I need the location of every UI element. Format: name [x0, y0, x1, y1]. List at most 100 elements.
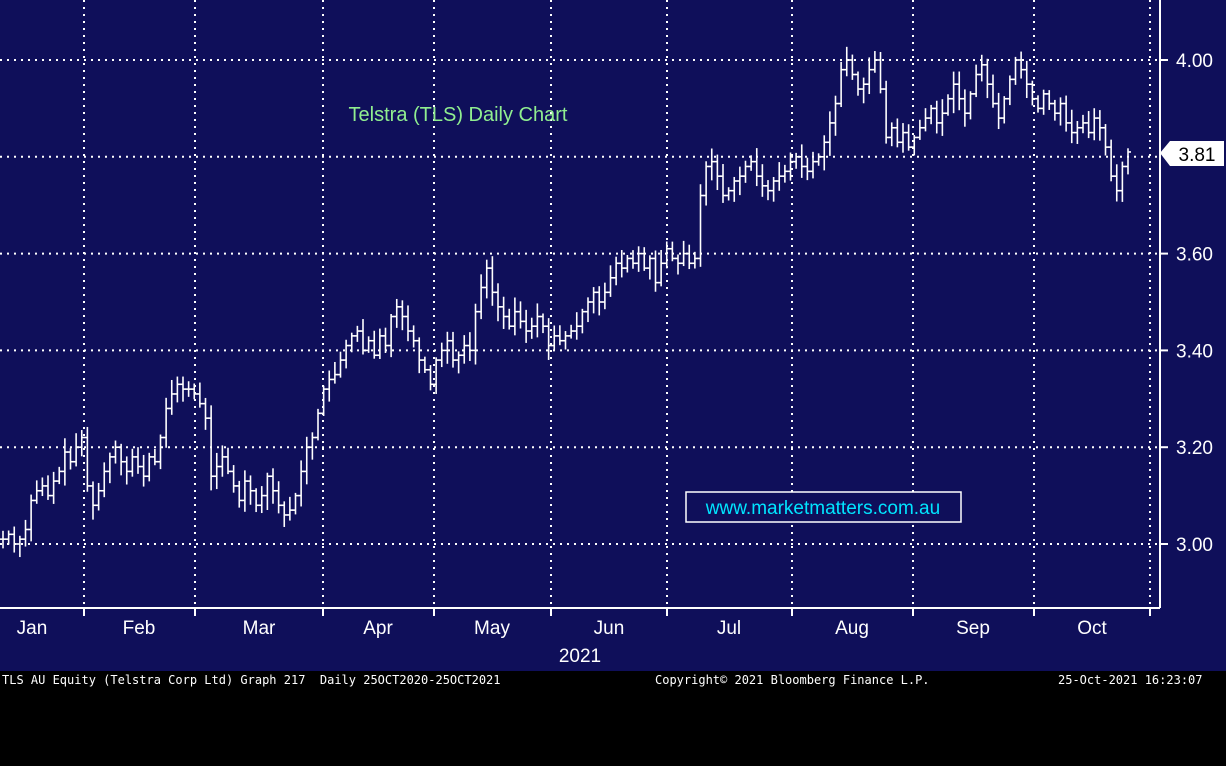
price-bar — [427, 365, 434, 391]
price-bar — [855, 71, 861, 96]
footer-right: 25-Oct-2021 16:23:07 — [1058, 673, 1203, 687]
price-bar — [33, 480, 40, 504]
price-bar — [630, 250, 636, 269]
x-tick-label: Apr — [363, 618, 393, 639]
price-bar — [129, 448, 136, 477]
price-bar — [579, 308, 586, 334]
price-bar — [146, 452, 153, 482]
price-bar — [956, 71, 963, 111]
price-bar — [1051, 99, 1058, 121]
price-bar — [607, 265, 614, 297]
price-bar — [360, 319, 366, 355]
price-bar — [624, 254, 631, 273]
y-tick-label: 3.40 — [1176, 341, 1213, 362]
price-bar — [213, 452, 220, 490]
chart-stage: 3.00 3.20 3.40 3.60 4.00 Jan Feb Mar Apr May Jun Ju… — [0, 0, 1226, 687]
price-bar — [905, 124, 912, 151]
price-bar — [984, 58, 991, 99]
price-bar — [961, 89, 968, 127]
price-bar — [781, 164, 788, 183]
plot-background — [0, 0, 1226, 671]
price-bar — [1040, 89, 1047, 115]
y-tick-label: 4.00 — [1176, 51, 1213, 72]
price-bar — [461, 335, 468, 364]
x-tick-label: Oct — [1077, 618, 1107, 639]
price-bar — [180, 376, 186, 402]
price-bar — [883, 80, 890, 144]
x-tick-label: Aug — [835, 618, 869, 639]
price-bar — [466, 332, 473, 362]
price-bar — [315, 408, 321, 441]
price-bar — [973, 64, 980, 98]
price-bar — [309, 432, 316, 460]
price-bar — [596, 286, 603, 316]
price-bar — [191, 383, 198, 400]
price-bar — [219, 445, 226, 477]
price-bar — [995, 92, 1002, 130]
price-bar — [697, 184, 704, 267]
price-bar — [337, 351, 344, 378]
price-bar — [399, 300, 406, 331]
price-bar — [590, 287, 597, 314]
price-bar — [720, 164, 726, 203]
price-bar — [641, 247, 648, 271]
price-bar — [106, 452, 113, 484]
price-bar — [281, 501, 288, 527]
price-bar — [376, 328, 383, 359]
price-bar — [433, 357, 440, 394]
price-bar — [838, 61, 845, 108]
price-bar — [725, 187, 732, 201]
price-bar — [646, 255, 653, 280]
price-bar — [286, 496, 293, 521]
price-bar — [405, 305, 411, 342]
axes: 3.00 3.20 3.40 3.60 4.00 Jan Feb Mar Apr May Jun Ju… — [0, 0, 1213, 639]
price-bar — [618, 250, 625, 278]
price-bar — [978, 54, 985, 82]
price-bar — [1085, 111, 1092, 139]
price-bar — [483, 259, 490, 299]
price-bar — [843, 46, 850, 77]
price-bar — [421, 356, 428, 374]
price-bar — [967, 91, 974, 120]
price-bar — [230, 465, 237, 493]
price-bar — [1035, 95, 1041, 113]
price-bar — [140, 454, 147, 487]
price-bars — [0, 46, 1131, 558]
price-bar — [101, 462, 108, 498]
x-tick-label: Jul — [717, 618, 741, 639]
price-bar — [551, 325, 558, 350]
price-bar — [939, 99, 946, 136]
price-bar — [0, 530, 6, 549]
price-bar — [416, 337, 423, 374]
price-bar — [675, 254, 681, 275]
price-bar — [821, 135, 828, 171]
price-bar — [860, 77, 867, 104]
price-bar — [877, 51, 884, 94]
price-bar — [1006, 75, 1013, 106]
price-bar — [95, 482, 102, 511]
price-bar — [241, 470, 248, 512]
x-tick-label: Feb — [123, 618, 156, 639]
price-bar — [16, 535, 23, 558]
price-bar — [78, 430, 85, 457]
price-bar — [478, 274, 485, 320]
price-bar — [1023, 60, 1030, 99]
price-bar — [495, 283, 501, 322]
price-bar — [236, 480, 243, 508]
x-tick-label: May — [474, 618, 510, 639]
price-bar — [866, 57, 873, 95]
price-bar — [196, 382, 203, 408]
price-bar — [635, 246, 642, 272]
last-price-tag: 3.81 — [1160, 141, 1224, 166]
price-bar — [787, 152, 794, 181]
price-bar — [528, 317, 535, 339]
price-bar — [793, 152, 800, 169]
price-bar — [765, 180, 771, 201]
price-bar — [326, 370, 333, 402]
price-bar — [601, 282, 608, 310]
price-bar — [742, 160, 749, 183]
price-bar — [922, 108, 929, 132]
price-bar — [810, 151, 816, 179]
y-tick-label: 3.20 — [1176, 438, 1213, 459]
price-bar — [298, 460, 305, 507]
